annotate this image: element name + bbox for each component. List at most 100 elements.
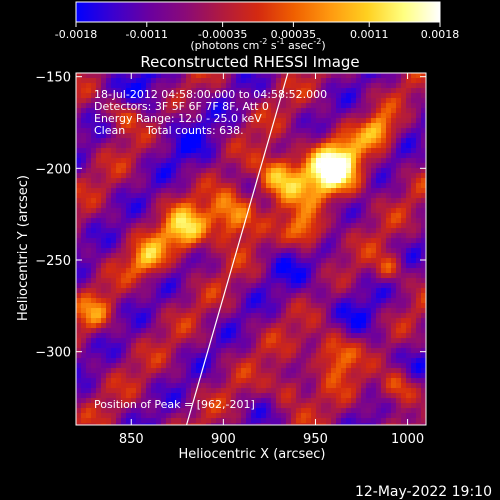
heatmap-pixel	[176, 168, 182, 174]
heatmap-pixel	[86, 93, 92, 99]
heatmap-pixel	[201, 88, 207, 94]
heatmap-pixel	[226, 343, 232, 349]
heatmap-pixel	[106, 108, 112, 114]
heatmap-pixel	[206, 83, 212, 89]
heatmap-pixel	[196, 413, 202, 419]
heatmap-pixel	[136, 188, 142, 194]
heatmap-pixel	[266, 398, 272, 404]
heatmap-pixel	[116, 333, 122, 339]
heatmap-pixel	[131, 118, 137, 124]
heatmap-pixel	[371, 333, 377, 339]
heatmap-pixel	[341, 368, 347, 374]
heatmap-pixel	[196, 233, 202, 239]
heatmap-pixel	[201, 78, 207, 84]
heatmap-pixel	[251, 303, 257, 309]
heatmap-pixel	[331, 98, 337, 104]
heatmap-pixel	[401, 398, 407, 404]
heatmap-pixel	[356, 343, 362, 349]
heatmap-pixel	[271, 313, 277, 319]
heatmap-pixel	[411, 123, 417, 129]
heatmap-pixel	[116, 248, 122, 254]
heatmap-pixel	[186, 308, 192, 314]
heatmap-pixel	[121, 158, 127, 164]
heatmap-pixel	[231, 193, 237, 199]
heatmap-pixel	[401, 208, 407, 214]
heatmap-pixel	[106, 348, 112, 354]
heatmap-pixel	[376, 368, 382, 374]
heatmap-pixel	[236, 103, 242, 109]
heatmap-pixel	[406, 113, 412, 119]
heatmap-pixel	[171, 383, 177, 389]
heatmap-pixel	[111, 283, 117, 289]
heatmap-pixel	[386, 373, 392, 379]
heatmap-pixel	[301, 293, 307, 299]
heatmap-pixel	[346, 123, 352, 129]
heatmap-pixel	[346, 388, 352, 394]
heatmap-pixel	[256, 83, 262, 89]
heatmap-pixel	[271, 273, 277, 279]
heatmap-pixel	[416, 218, 422, 224]
heatmap-pixel	[86, 168, 92, 174]
heatmap-pixel	[216, 118, 222, 124]
heatmap-pixel	[76, 223, 82, 229]
heatmap-pixel	[146, 163, 152, 169]
heatmap-pixel	[286, 373, 292, 379]
heatmap-pixel	[156, 308, 162, 314]
heatmap-pixel	[391, 358, 397, 364]
heatmap-pixel	[86, 178, 92, 184]
heatmap-pixel	[241, 248, 247, 254]
heatmap-pixel	[131, 383, 137, 389]
heatmap-pixel	[251, 133, 257, 139]
heatmap-pixel	[316, 223, 322, 229]
heatmap-pixel	[141, 263, 147, 269]
heatmap-pixel	[236, 333, 242, 339]
heatmap-pixel	[216, 98, 222, 104]
heatmap-pixel	[91, 418, 97, 424]
heatmap-pixel	[126, 183, 132, 189]
heatmap-pixel	[366, 383, 372, 389]
heatmap-pixel	[286, 328, 292, 334]
heatmap-pixel	[306, 233, 312, 239]
heatmap-pixel	[376, 248, 382, 254]
heatmap-pixel	[196, 373, 202, 379]
heatmap-pixel	[81, 78, 87, 84]
heatmap-pixel	[206, 423, 212, 425]
heatmap-pixel	[376, 133, 382, 139]
heatmap-pixel	[266, 353, 272, 359]
heatmap-pixel	[356, 298, 362, 304]
heatmap-pixel	[286, 243, 292, 249]
heatmap-pixel	[421, 323, 426, 329]
heatmap-pixel	[306, 353, 312, 359]
heatmap-pixel	[106, 398, 112, 404]
heatmap-pixel	[241, 278, 247, 284]
heatmap-pixel	[326, 233, 332, 239]
heatmap-pixel	[421, 228, 426, 234]
heatmap-pixel	[261, 103, 267, 109]
heatmap-pixel	[76, 288, 82, 294]
heatmap-pixel	[251, 143, 257, 149]
heatmap-pixel	[381, 153, 387, 159]
heatmap-pixel	[116, 293, 122, 299]
heatmap-pixel	[256, 123, 262, 129]
heatmap-pixel	[386, 308, 392, 314]
heatmap-pixel	[116, 223, 122, 229]
heatmap-pixel	[396, 283, 402, 289]
heatmap-pixel	[196, 93, 202, 99]
heatmap-pixel	[81, 118, 87, 124]
heatmap-pixel	[196, 218, 202, 224]
heatmap-pixel	[171, 238, 177, 244]
heatmap-pixel	[76, 403, 82, 409]
heatmap-pixel	[406, 103, 412, 109]
heatmap-pixel	[246, 78, 252, 84]
heatmap-pixel	[401, 263, 407, 269]
heatmap-pixel	[396, 263, 402, 269]
heatmap-pixel	[101, 288, 107, 294]
heatmap-pixel	[86, 393, 92, 399]
heatmap-pixel	[216, 368, 222, 374]
heatmap-pixel	[161, 158, 167, 164]
heatmap-pixel	[131, 363, 137, 369]
heatmap-pixel	[341, 313, 347, 319]
heatmap-pixel	[271, 73, 277, 79]
heatmap-pixel	[401, 423, 407, 425]
heatmap-pixel	[326, 378, 332, 384]
